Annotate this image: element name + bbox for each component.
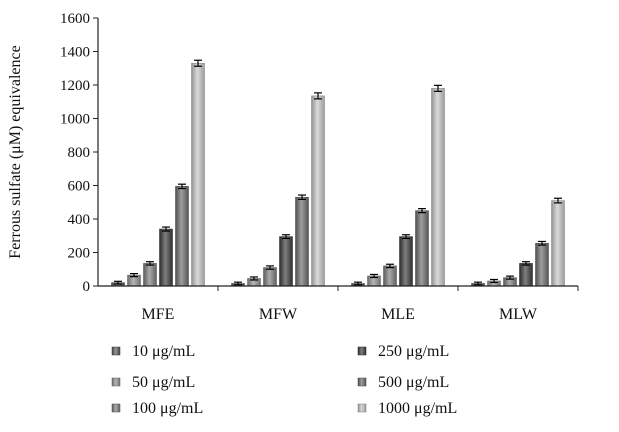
legend-label: 10 μg/mL [132, 343, 195, 360]
error-bar-mle-250-g-ml [402, 234, 410, 240]
y-axis-title: Ferrous sulfate (μM) equivalence [7, 45, 24, 258]
error-bar-mfe-250-g-ml [162, 226, 170, 232]
legend-swatch [357, 377, 367, 387]
error-bar-mlw-50-g-ml [490, 278, 498, 284]
error-bar-mfw-10-g-ml [234, 281, 242, 286]
legend-item-500-g-ml: 500 μg/mL [357, 374, 449, 391]
bar-mfw-250-g-ml [279, 236, 293, 287]
error-bar-mfw-250-g-ml [282, 234, 290, 240]
y-tick-label: 1200 [60, 78, 90, 94]
axis-lines [97, 18, 579, 291]
bar-mfw-1000-g-ml [311, 95, 325, 287]
bar-mfe-250-g-ml [159, 228, 173, 287]
legend-label: 100 μg/mL [132, 400, 203, 417]
legend-item-250-g-ml: 250 μg/mL [357, 343, 449, 360]
bar-mfe-100-g-ml [143, 263, 157, 287]
legend-item-10-g-ml: 10 μg/mL [111, 343, 195, 360]
bar-mfe-500-g-ml [175, 186, 189, 287]
error-bar-mfw-500-g-ml [298, 194, 306, 200]
error-bar-mle-10-g-ml [354, 281, 362, 286]
legend-label: 1000 μg/mL [378, 400, 457, 417]
legend-item-1000-g-ml: 1000 μg/mL [357, 400, 457, 417]
legend-label: 50 μg/mL [132, 374, 195, 391]
error-bar-mle-500-g-ml [418, 208, 426, 214]
error-bar-mlw-250-g-ml [522, 261, 530, 266]
bar-mle-1000-g-ml [431, 88, 445, 287]
y-axis-title-group: Ferrous sulfate (μM) equivalence [7, 45, 24, 258]
legend-swatch [111, 346, 121, 356]
y-tick-label: 1400 [60, 45, 90, 61]
legend-swatch [111, 377, 121, 387]
bars [111, 62, 565, 287]
error-bar-mfe-100-g-ml [146, 261, 154, 266]
legend-label: 250 μg/mL [378, 343, 449, 360]
error-bar-mfw-100-g-ml [266, 265, 274, 270]
legend-item-100-g-ml: 100 μg/mL [111, 400, 203, 417]
error-bar-mlw-100-g-ml [506, 275, 514, 280]
y-tick-label: 0 [83, 279, 91, 295]
x-category-label: MFW [259, 306, 298, 323]
bar-mfw-500-g-ml [295, 196, 309, 287]
bar-mlw-250-g-ml [519, 263, 533, 287]
error-bar-mlw-1000-g-ml [554, 197, 562, 204]
x-category-label: MFE [142, 306, 175, 323]
bar-mlw-500-g-ml [535, 243, 549, 287]
error-bars [114, 59, 562, 286]
error-bar-mfe-10-g-ml [114, 280, 122, 285]
error-bar-mle-1000-g-ml [434, 84, 442, 92]
legend-swatch [111, 403, 121, 413]
bar-mfw-100-g-ml [263, 267, 277, 287]
error-bar-mlw-500-g-ml [538, 240, 546, 246]
error-bar-mlw-10-g-ml [474, 281, 482, 286]
bar-mle-250-g-ml [399, 236, 413, 287]
legend: 10 μg/mL 50 μg/mL 100 μg/mL 250 μg/mL 500 μg… [111, 343, 457, 417]
error-bar-mfe-500-g-ml [178, 183, 186, 190]
bar-mle-100-g-ml [383, 265, 397, 287]
bar-mle-500-g-ml [415, 210, 429, 287]
legend-label: 500 μg/mL [378, 374, 449, 391]
bar-mfe-1000-g-ml [191, 62, 205, 287]
x-axis-categories: MFE MFW MLE MLW [142, 306, 538, 323]
error-bar-mfw-1000-g-ml [314, 92, 322, 100]
y-axis-ticks: 0 200 400 600 800 1000 1200 1400 1600 [60, 11, 98, 295]
error-bar-mle-100-g-ml [386, 263, 394, 269]
error-bar-mfe-50-g-ml [130, 273, 138, 278]
legend-swatch [357, 346, 367, 356]
legend-swatch [357, 403, 367, 413]
y-tick-label: 1600 [60, 11, 90, 27]
y-tick-label: 400 [68, 212, 91, 228]
error-bar-mfe-1000-g-ml [194, 59, 202, 67]
x-category-label: MLE [381, 306, 415, 323]
legend-item-50-g-ml: 50 μg/mL [111, 374, 195, 391]
x-category-label: MLW [499, 306, 538, 323]
y-tick-label: 800 [68, 145, 91, 161]
y-tick-label: 600 [68, 179, 91, 195]
bar-mlw-1000-g-ml [551, 200, 565, 287]
error-bar-mfw-50-g-ml [250, 276, 258, 281]
y-tick-label: 1000 [60, 112, 90, 128]
error-bar-mle-50-g-ml [370, 273, 378, 279]
y-tick-label: 200 [68, 246, 91, 262]
